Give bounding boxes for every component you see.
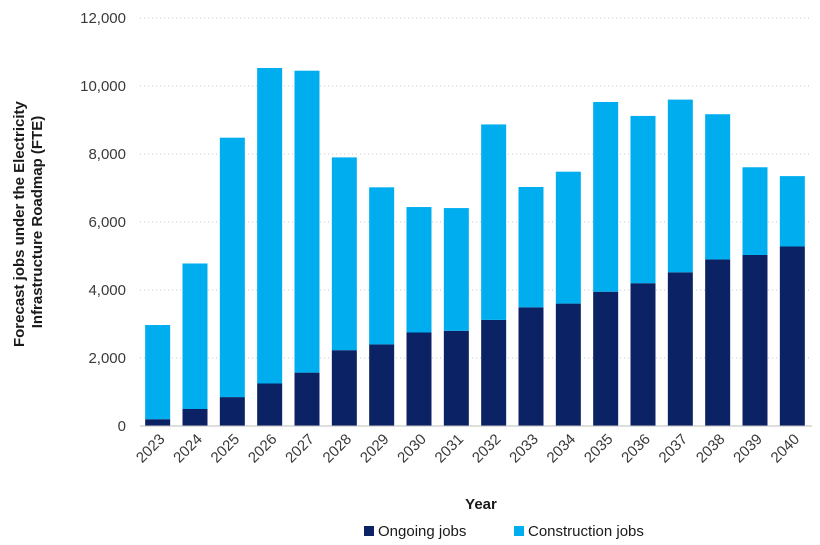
bar-ongoing-jobs bbox=[443, 330, 469, 426]
x-tick-label: 2039 bbox=[730, 431, 766, 467]
x-tick-label: 2033 bbox=[506, 431, 542, 467]
gridlines bbox=[140, 17, 812, 359]
bar-construction-jobs bbox=[331, 157, 357, 351]
bar-ongoing-jobs bbox=[630, 283, 656, 426]
legend: Ongoing jobs Construction jobs bbox=[364, 523, 644, 540]
bar-ongoing-jobs bbox=[779, 246, 805, 426]
bar-ongoing-jobs bbox=[219, 397, 245, 426]
bar-ongoing-jobs bbox=[593, 291, 619, 426]
x-tick-label: 2038 bbox=[693, 431, 729, 467]
legend-swatch-construction bbox=[514, 526, 524, 536]
x-tick-label: 2035 bbox=[581, 431, 617, 467]
bar-ongoing-jobs bbox=[406, 332, 432, 426]
bar-construction-jobs bbox=[481, 124, 507, 320]
bar-ongoing-jobs bbox=[294, 372, 320, 426]
y-axis-title-line-2: Infrastructure Roadmap (FTE) bbox=[29, 116, 46, 329]
x-tick-label: 2026 bbox=[245, 431, 281, 467]
y-tick-label: 0 bbox=[118, 418, 126, 435]
bar-construction-jobs bbox=[630, 115, 656, 284]
x-tick-label: 2034 bbox=[544, 431, 580, 467]
y-axis-tick-labels: 0 2,000 4,000 6,000 8,000 10,000 12,000 bbox=[80, 10, 126, 435]
bar-construction-jobs bbox=[294, 70, 320, 373]
bar-construction-jobs bbox=[219, 137, 245, 398]
bar-ongoing-jobs bbox=[369, 344, 395, 426]
bar-ongoing-jobs bbox=[331, 350, 357, 426]
bar-ongoing-jobs bbox=[518, 307, 544, 426]
bar-construction-jobs bbox=[779, 176, 805, 247]
bar-ongoing-jobs bbox=[705, 259, 731, 426]
y-axis-title: Forecast jobs under the Electricity Infr… bbox=[11, 97, 46, 347]
bar-construction-jobs bbox=[182, 263, 208, 409]
y-tick-label: 10,000 bbox=[80, 78, 126, 95]
y-tick-label: 8,000 bbox=[88, 146, 126, 163]
y-tick-label: 4,000 bbox=[88, 282, 126, 299]
x-tick-label: 2029 bbox=[357, 431, 393, 467]
bar-construction-jobs bbox=[667, 99, 693, 273]
bars bbox=[145, 67, 805, 426]
legend-swatch-ongoing bbox=[364, 526, 374, 536]
bar-construction-jobs bbox=[406, 207, 432, 333]
bar-ongoing-jobs bbox=[667, 272, 693, 426]
bar-ongoing-jobs bbox=[742, 254, 768, 426]
x-tick-label: 2028 bbox=[320, 431, 356, 467]
x-tick-label: 2030 bbox=[394, 431, 430, 467]
legend-label-ongoing: Ongoing jobs bbox=[378, 523, 466, 540]
bar-construction-jobs bbox=[145, 325, 171, 420]
bar-ongoing-jobs bbox=[182, 409, 208, 426]
bar-construction-jobs bbox=[593, 101, 619, 292]
bar-construction-jobs bbox=[555, 171, 581, 304]
bar-construction-jobs bbox=[518, 186, 544, 308]
x-tick-label: 2023 bbox=[133, 431, 169, 467]
y-axis-title-line-1: Forecast jobs under the Electricity bbox=[11, 100, 28, 347]
bar-ongoing-jobs bbox=[555, 303, 581, 426]
x-axis-tick-labels: 2023 2024 2025 2026 2027 2028 2029 2030 2031 2032… bbox=[133, 431, 803, 467]
x-tick-label: 2040 bbox=[768, 431, 804, 467]
bar-construction-jobs bbox=[705, 114, 731, 260]
x-axis-title: Year bbox=[465, 496, 497, 513]
x-tick-label: 2036 bbox=[618, 431, 654, 467]
x-tick-label: 2037 bbox=[656, 431, 692, 467]
x-tick-label: 2025 bbox=[208, 431, 244, 467]
bar-construction-jobs bbox=[369, 187, 395, 345]
bar-construction-jobs bbox=[742, 167, 768, 255]
bar-ongoing-jobs bbox=[145, 419, 171, 426]
x-tick-label: 2031 bbox=[432, 431, 468, 467]
bar-ongoing-jobs bbox=[481, 319, 507, 426]
bar-construction-jobs bbox=[443, 208, 469, 331]
bar-ongoing-jobs bbox=[257, 383, 283, 426]
x-tick-label: 2032 bbox=[469, 431, 505, 467]
x-tick-label: 2024 bbox=[170, 431, 206, 467]
legend-label-construction: Construction jobs bbox=[528, 523, 644, 540]
x-tick-label: 2027 bbox=[282, 431, 318, 467]
y-tick-label: 6,000 bbox=[88, 214, 126, 231]
bar-construction-jobs bbox=[257, 67, 283, 384]
y-tick-label: 2,000 bbox=[88, 350, 126, 367]
y-tick-label: 12,000 bbox=[80, 10, 126, 27]
